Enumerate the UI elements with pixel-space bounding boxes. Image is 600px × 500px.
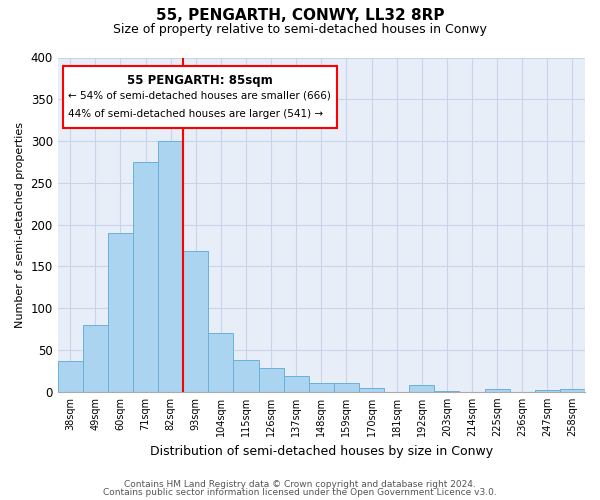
Text: 55 PENGARTH: 85sqm: 55 PENGARTH: 85sqm <box>127 74 273 87</box>
Bar <box>208 334 233 392</box>
Bar <box>233 360 259 392</box>
Bar <box>334 384 359 392</box>
Bar <box>560 390 585 392</box>
Bar <box>284 376 309 392</box>
Bar <box>58 361 83 392</box>
FancyBboxPatch shape <box>63 66 337 128</box>
Bar <box>83 325 108 392</box>
Bar <box>259 368 284 392</box>
Bar <box>133 162 158 392</box>
Text: 55, PENGARTH, CONWY, LL32 8RP: 55, PENGARTH, CONWY, LL32 8RP <box>156 8 444 22</box>
X-axis label: Distribution of semi-detached houses by size in Conwy: Distribution of semi-detached houses by … <box>150 444 493 458</box>
Bar <box>535 390 560 392</box>
Text: Contains public sector information licensed under the Open Government Licence v3: Contains public sector information licen… <box>103 488 497 497</box>
Y-axis label: Number of semi-detached properties: Number of semi-detached properties <box>15 122 25 328</box>
Bar <box>183 252 208 392</box>
Bar <box>434 391 460 392</box>
Bar <box>359 388 384 392</box>
Bar <box>409 385 434 392</box>
Bar <box>485 390 509 392</box>
Text: ← 54% of semi-detached houses are smaller (666): ← 54% of semi-detached houses are smalle… <box>68 91 331 101</box>
Bar <box>108 233 133 392</box>
Text: Contains HM Land Registry data © Crown copyright and database right 2024.: Contains HM Land Registry data © Crown c… <box>124 480 476 489</box>
Bar <box>158 141 183 392</box>
Text: Size of property relative to semi-detached houses in Conwy: Size of property relative to semi-detach… <box>113 22 487 36</box>
Bar <box>309 384 334 392</box>
Text: 44% of semi-detached houses are larger (541) →: 44% of semi-detached houses are larger (… <box>68 110 323 120</box>
